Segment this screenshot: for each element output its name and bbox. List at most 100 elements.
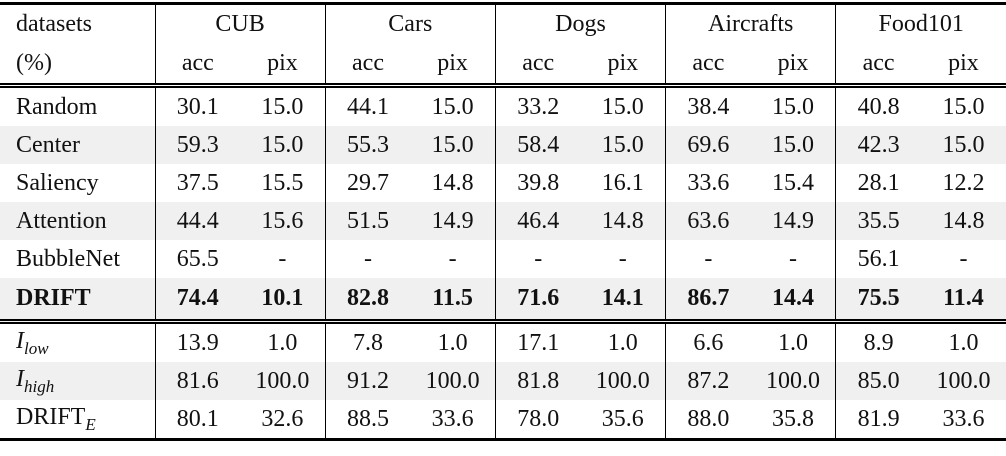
cell: 69.6 [665,126,751,164]
cell: - [665,240,751,278]
cell: 80.1 [154,400,241,441]
cell: 33.6 [665,164,751,202]
cell: 15.0 [431,93,474,120]
cell: 35.6 [580,400,666,441]
cell: 33.6 [410,400,496,441]
cell: 1.0 [948,329,979,356]
cell: 75.5 [835,278,921,322]
cell: 14.1 [601,285,644,311]
cell: 15.0 [771,131,814,158]
cell: 44.1 [324,85,411,126]
column-header: acc [494,44,581,86]
cell: 15.0 [431,131,474,158]
cell: 35.8 [750,400,836,441]
cell: 14.8 [601,207,644,234]
cell: 63.6 [665,202,751,240]
cell: 38.4 [665,85,751,126]
row-label: DRIFTE [0,400,155,441]
table-row: BubbleNet 65.5 - - - - - - - 56.1 - [0,240,1006,278]
column-header: pix [607,50,639,76]
cell: 14.4 [771,285,814,311]
cell: 1.0 [267,329,298,356]
cell: 15.5 [261,169,304,196]
cell: 30.1 [154,85,241,126]
cell: 11.5 [432,285,473,311]
cell: 1.0 [777,329,808,356]
cell: 1.0 [607,329,638,356]
column-header: acc [154,44,241,86]
cell: 6.6 [665,321,751,362]
cell: 81.9 [835,400,921,441]
group-header: CUB [154,2,326,44]
cell: 15.6 [261,207,304,234]
column-header: pix [777,50,809,76]
cell: 10.1 [261,285,304,311]
cell: 71.6 [494,278,581,322]
cell: - [959,245,968,272]
cell: 15.0 [601,131,644,158]
column-header: acc [324,44,411,86]
cell: 33.6 [920,400,1006,441]
header-label: (%) [16,50,52,76]
cell: 100.0 [595,367,650,394]
cell: 37.5 [154,164,241,202]
column-header: pix [267,50,298,76]
cell: 33.2 [494,85,581,126]
cell: 15.0 [942,93,985,120]
cell: 1.0 [437,329,468,356]
table-row: DRIFTE 80.1 32.6 88.5 33.6 78.0 35.6 88.0 35.8 81… [0,400,1006,441]
label-subscript: low [24,338,49,358]
cell: 15.0 [261,93,304,120]
row-label: Ihigh [0,362,155,400]
cell: - [324,240,411,278]
table-row: Attention 44.4 15.6 51.5 14.9 46.4 14.8 63.6 14.… [0,202,1006,240]
label-subscript: high [24,376,55,396]
table-row: Ilow 13.9 1.0 7.8 1.0 17.1 1.0 6.6 1.0 8.9 1.0 [0,321,1006,363]
group-header: Aircrafts [665,2,836,44]
cell: 88.5 [324,400,411,441]
table-row: DRIFT 74.4 10.1 82.8 11.5 71.6 14.1 86.7 14.4 75.… [0,278,1006,322]
row-label: Ilow [0,322,155,363]
cell: 14.8 [942,207,985,234]
label-main: I [16,327,24,354]
cell: 15.0 [601,93,644,120]
cell: 58.4 [494,126,581,164]
column-header: acc [665,44,751,86]
cell: 86.7 [665,278,751,322]
cell: 91.2 [324,362,411,400]
cell: 55.3 [324,126,411,164]
group-header: Food101 [835,2,1006,44]
label-main: DRIFT [16,403,86,430]
results-table: datasets CUB Cars Dogs Aircrafts Food101 (%) ac… [0,2,1006,441]
table-header: datasets CUB Cars Dogs Aircrafts Food101 (%) ac… [0,2,1006,86]
cell: 14.8 [431,169,474,196]
cell: 15.0 [261,131,304,158]
column-header: pix [948,50,979,76]
cell: 100.0 [765,367,820,394]
table-row: Saliency 37.5 15.5 29.7 14.8 39.8 16.1 33.6 15.4… [0,164,1006,202]
cell: 87.2 [665,362,751,400]
label-subscript: E [85,414,96,434]
cell: 29.7 [324,164,411,202]
cell: 28.1 [835,164,921,202]
cell: 14.9 [431,207,474,234]
cell: 40.8 [835,85,921,126]
table-row: Random 30.1 15.0 44.1 15.0 33.2 15.0 38.4 15.0 40… [0,85,1006,126]
cell: 7.8 [324,321,411,362]
cell: 46.4 [494,202,581,240]
cell: 11.4 [943,285,984,311]
cell: 16.1 [601,169,644,196]
cell: 15.4 [771,169,814,196]
cell: 17.1 [494,321,581,362]
cell: - [788,245,797,272]
cell: 81.8 [494,362,581,400]
cell: - [448,245,457,272]
row-label: Center [16,131,80,158]
cell: - [618,245,627,272]
cell: 100.0 [936,367,991,394]
cell: 100.0 [425,367,480,394]
row-label: DRIFT [16,285,91,311]
cell: 32.6 [240,400,326,441]
cell: 82.8 [324,278,411,322]
